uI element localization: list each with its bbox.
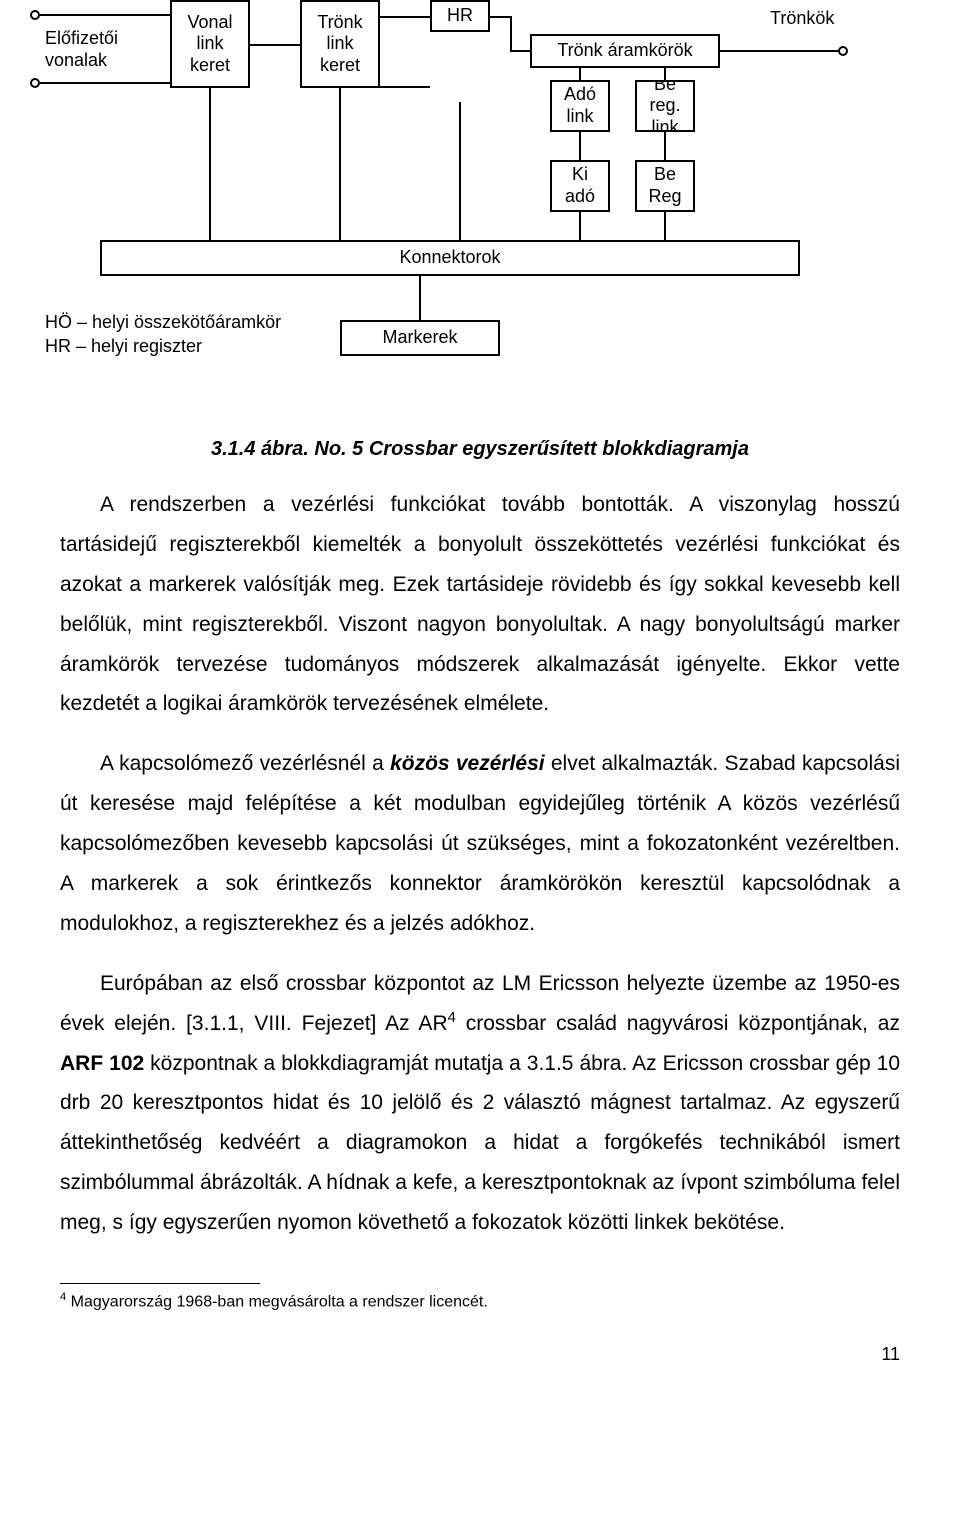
- connector-line: [40, 14, 170, 16]
- box-be-reg-link: Be reg. link: [635, 80, 695, 132]
- box-tronk-link-keret: Trönk link keret: [300, 0, 380, 88]
- connector-line: [579, 68, 581, 80]
- terminal-dot: [30, 10, 40, 20]
- body-paragraph-1: A rendszerben a vezérlési funkciókat tov…: [60, 485, 900, 724]
- footnote-separator: [60, 1283, 260, 1284]
- connector-line: [579, 212, 581, 240]
- p3-text-mid1: crossbar család nagyvárosi központjának,…: [456, 1012, 900, 1035]
- p3-text-post: központnak a blokkdiagramját mutatja a 3…: [60, 1052, 900, 1235]
- box-ado-link: Adó link: [550, 80, 610, 132]
- legend-hr: HR – helyi regiszter: [45, 336, 202, 358]
- connector-line: [664, 68, 666, 80]
- connector-line: [664, 132, 666, 160]
- connector-line: [459, 102, 461, 240]
- page-number: 11: [60, 1344, 900, 1365]
- p2-text-post: elvet alkalmazták. Szabad kapcsolási út …: [60, 752, 900, 935]
- footnote-text: Magyarország 1968-ban megvásárolta a ren…: [66, 1293, 488, 1310]
- connector-line: [419, 276, 421, 320]
- connector-line: [380, 86, 430, 88]
- connector-line: [579, 132, 581, 160]
- terminal-dot: [838, 46, 848, 56]
- connector-line: [380, 16, 430, 18]
- connector-line: [209, 88, 211, 240]
- terminal-dot: [30, 78, 40, 88]
- connector-line: [664, 212, 666, 240]
- label-tronkok: Trönkök: [770, 8, 834, 30]
- box-hr: HR: [430, 0, 490, 32]
- connector-line: [250, 44, 300, 46]
- box-be-reg: Be Reg: [635, 160, 695, 212]
- body-paragraph-3: Európában az első crossbar központot az …: [60, 964, 900, 1243]
- block-diagram: Előfizetői vonalak Vonal link keret Trön…: [60, 0, 900, 420]
- box-ki-ado: Ki adó: [550, 160, 610, 212]
- footnote-ref-4: 4: [448, 1010, 456, 1026]
- p2-text-pre: A kapcsolómező vezérlésnél a: [100, 752, 390, 775]
- box-vonal-link-keret: Vonal link keret: [170, 0, 250, 88]
- footnote-4: 4 Magyarország 1968-ban megvásárolta a r…: [60, 1290, 900, 1314]
- connector-line: [510, 50, 530, 52]
- figure-caption: 3.1.4 ábra. No. 5 Crossbar egyszerűsítet…: [60, 438, 900, 461]
- connector-line: [339, 88, 341, 240]
- box-markerek: Markerek: [340, 320, 500, 356]
- p2-bold-term: közös vezérlési: [390, 752, 545, 775]
- label-elofizetoi-vonalak: Előfizetői vonalak: [45, 28, 118, 71]
- legend-ho: HÖ – helyi összekötőáramkör: [45, 312, 281, 334]
- connector-line: [720, 50, 840, 52]
- connector-line: [40, 82, 170, 84]
- p3-bold-arf102: ARF 102: [60, 1052, 144, 1075]
- box-tronk-aramkorok: Trönk áramkörök: [530, 34, 720, 68]
- connector-line: [510, 16, 512, 51]
- connector-line: [490, 16, 510, 18]
- body-paragraph-2: A kapcsolómező vezérlésnél a közös vezér…: [60, 744, 900, 943]
- box-konnektorok: Konnektorok: [100, 240, 800, 276]
